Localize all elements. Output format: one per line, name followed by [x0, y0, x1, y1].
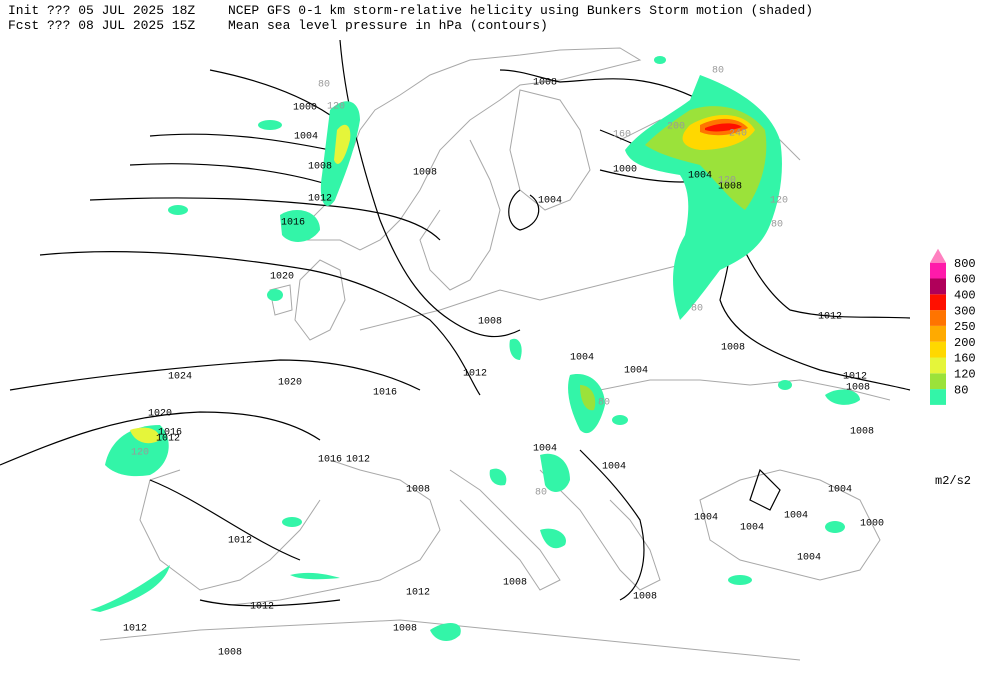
contour-label: 1008	[850, 427, 874, 438]
legend-swatch	[930, 278, 946, 295]
contour-label: 1024	[168, 372, 192, 383]
contour-label: 1012	[308, 194, 332, 205]
legend-label: 160	[954, 352, 976, 366]
legend-swatch	[930, 310, 946, 326]
shading-label: 80	[535, 488, 547, 499]
legend-swatch	[930, 389, 946, 405]
contour-label: 1008	[218, 648, 242, 659]
forecast-time: Fcst ??? 08 JUL 2025 15Z	[8, 18, 195, 33]
contour-label: 1000	[613, 165, 637, 176]
contour-label: 1016	[318, 455, 342, 466]
shading-label: 200	[667, 122, 685, 133]
shading-label: 80	[712, 66, 724, 77]
map-subtitle: Mean sea level pressure in hPa (contours…	[228, 18, 548, 33]
contour-label: 1008	[413, 168, 437, 179]
contour-label: 1008	[393, 624, 417, 635]
legend-label: 120	[954, 367, 976, 381]
shading-label: 80	[598, 398, 610, 409]
legend-swatch	[930, 262, 946, 279]
init-time: Init ??? 05 JUL 2025 18Z	[8, 3, 195, 18]
contour-label: 1016	[281, 218, 305, 229]
legend-label: 250	[954, 320, 976, 334]
shading-label: 240	[729, 129, 747, 140]
contour-label: 1008	[633, 592, 657, 603]
map-title: NCEP GFS 0-1 km storm-relative helicity …	[228, 3, 813, 18]
contour-label: 1012	[346, 455, 370, 466]
shading-label: 160	[613, 130, 631, 141]
shading-label: 120	[327, 102, 345, 113]
contour-label: 1004	[828, 485, 852, 496]
shading-label: 80	[691, 304, 703, 315]
shading-label: 80	[771, 220, 783, 231]
shading-label: 120	[770, 196, 788, 207]
contour-label: 1012	[406, 588, 430, 599]
contour-label: 1004	[294, 132, 318, 143]
helicity-shading	[90, 56, 860, 642]
contour-label: 1008	[533, 78, 557, 89]
legend-label: 200	[954, 336, 976, 350]
contour-label: 1008	[721, 343, 745, 354]
contour-label: 1012	[123, 624, 147, 635]
contour-label: 1000	[860, 519, 884, 530]
contour-label: 1000	[293, 103, 317, 114]
contour-label: 1008	[406, 485, 430, 496]
shading-labels: 80 120 120 160 200 240 120 120 80 80 80 80 80	[131, 66, 788, 499]
legend-swatch	[930, 294, 946, 311]
contour-label: 1004	[533, 444, 557, 455]
isobars	[0, 39, 911, 607]
legend-swatch	[930, 341, 946, 358]
contour-label: 1012	[228, 536, 252, 547]
contour-label: 1004	[740, 523, 764, 534]
legend-swatch	[930, 357, 946, 374]
legend-label: 600	[954, 273, 976, 287]
contour-label: 1020	[278, 378, 302, 389]
contour-label: 1016	[158, 428, 182, 439]
legend-label: 80	[954, 383, 968, 397]
legend-label: 800	[954, 257, 976, 271]
contour-label: 1020	[270, 272, 294, 283]
contour-label: 1008	[478, 317, 502, 328]
contour-label: 1012	[250, 602, 274, 613]
contour-label: 1004	[784, 511, 808, 522]
legend-swatch	[930, 325, 946, 342]
shading-label: 120	[718, 176, 736, 187]
legend-unit: m2/s2	[935, 474, 971, 488]
contour-label: 1004	[570, 353, 594, 364]
shading-label: 80	[318, 80, 330, 91]
legend-arrow	[930, 248, 946, 263]
contour-label: 1004	[694, 513, 718, 524]
contour-label: 1012	[463, 369, 487, 380]
legend-label: 400	[954, 288, 976, 302]
contour-label: 1008	[718, 182, 742, 193]
contour-label: 1020	[148, 409, 172, 420]
shading-label: 120	[131, 448, 149, 459]
contour-label: 1016	[373, 388, 397, 399]
contour-label: 1008	[503, 578, 527, 589]
contour-label: 1004	[797, 553, 821, 564]
contour-label: 1004	[602, 462, 626, 473]
contour-label: 1004	[538, 196, 562, 207]
contour-label: 1008	[308, 162, 332, 173]
contour-label: 1012	[156, 434, 180, 445]
contour-label: 1012	[818, 312, 842, 323]
legend-swatch	[930, 373, 946, 390]
legend-label: 300	[954, 304, 976, 318]
contour-label: 1004	[688, 171, 712, 182]
contour-label: 1004	[624, 366, 648, 377]
contour-label: 1012	[843, 372, 867, 383]
contour-label: 1008	[846, 383, 870, 394]
